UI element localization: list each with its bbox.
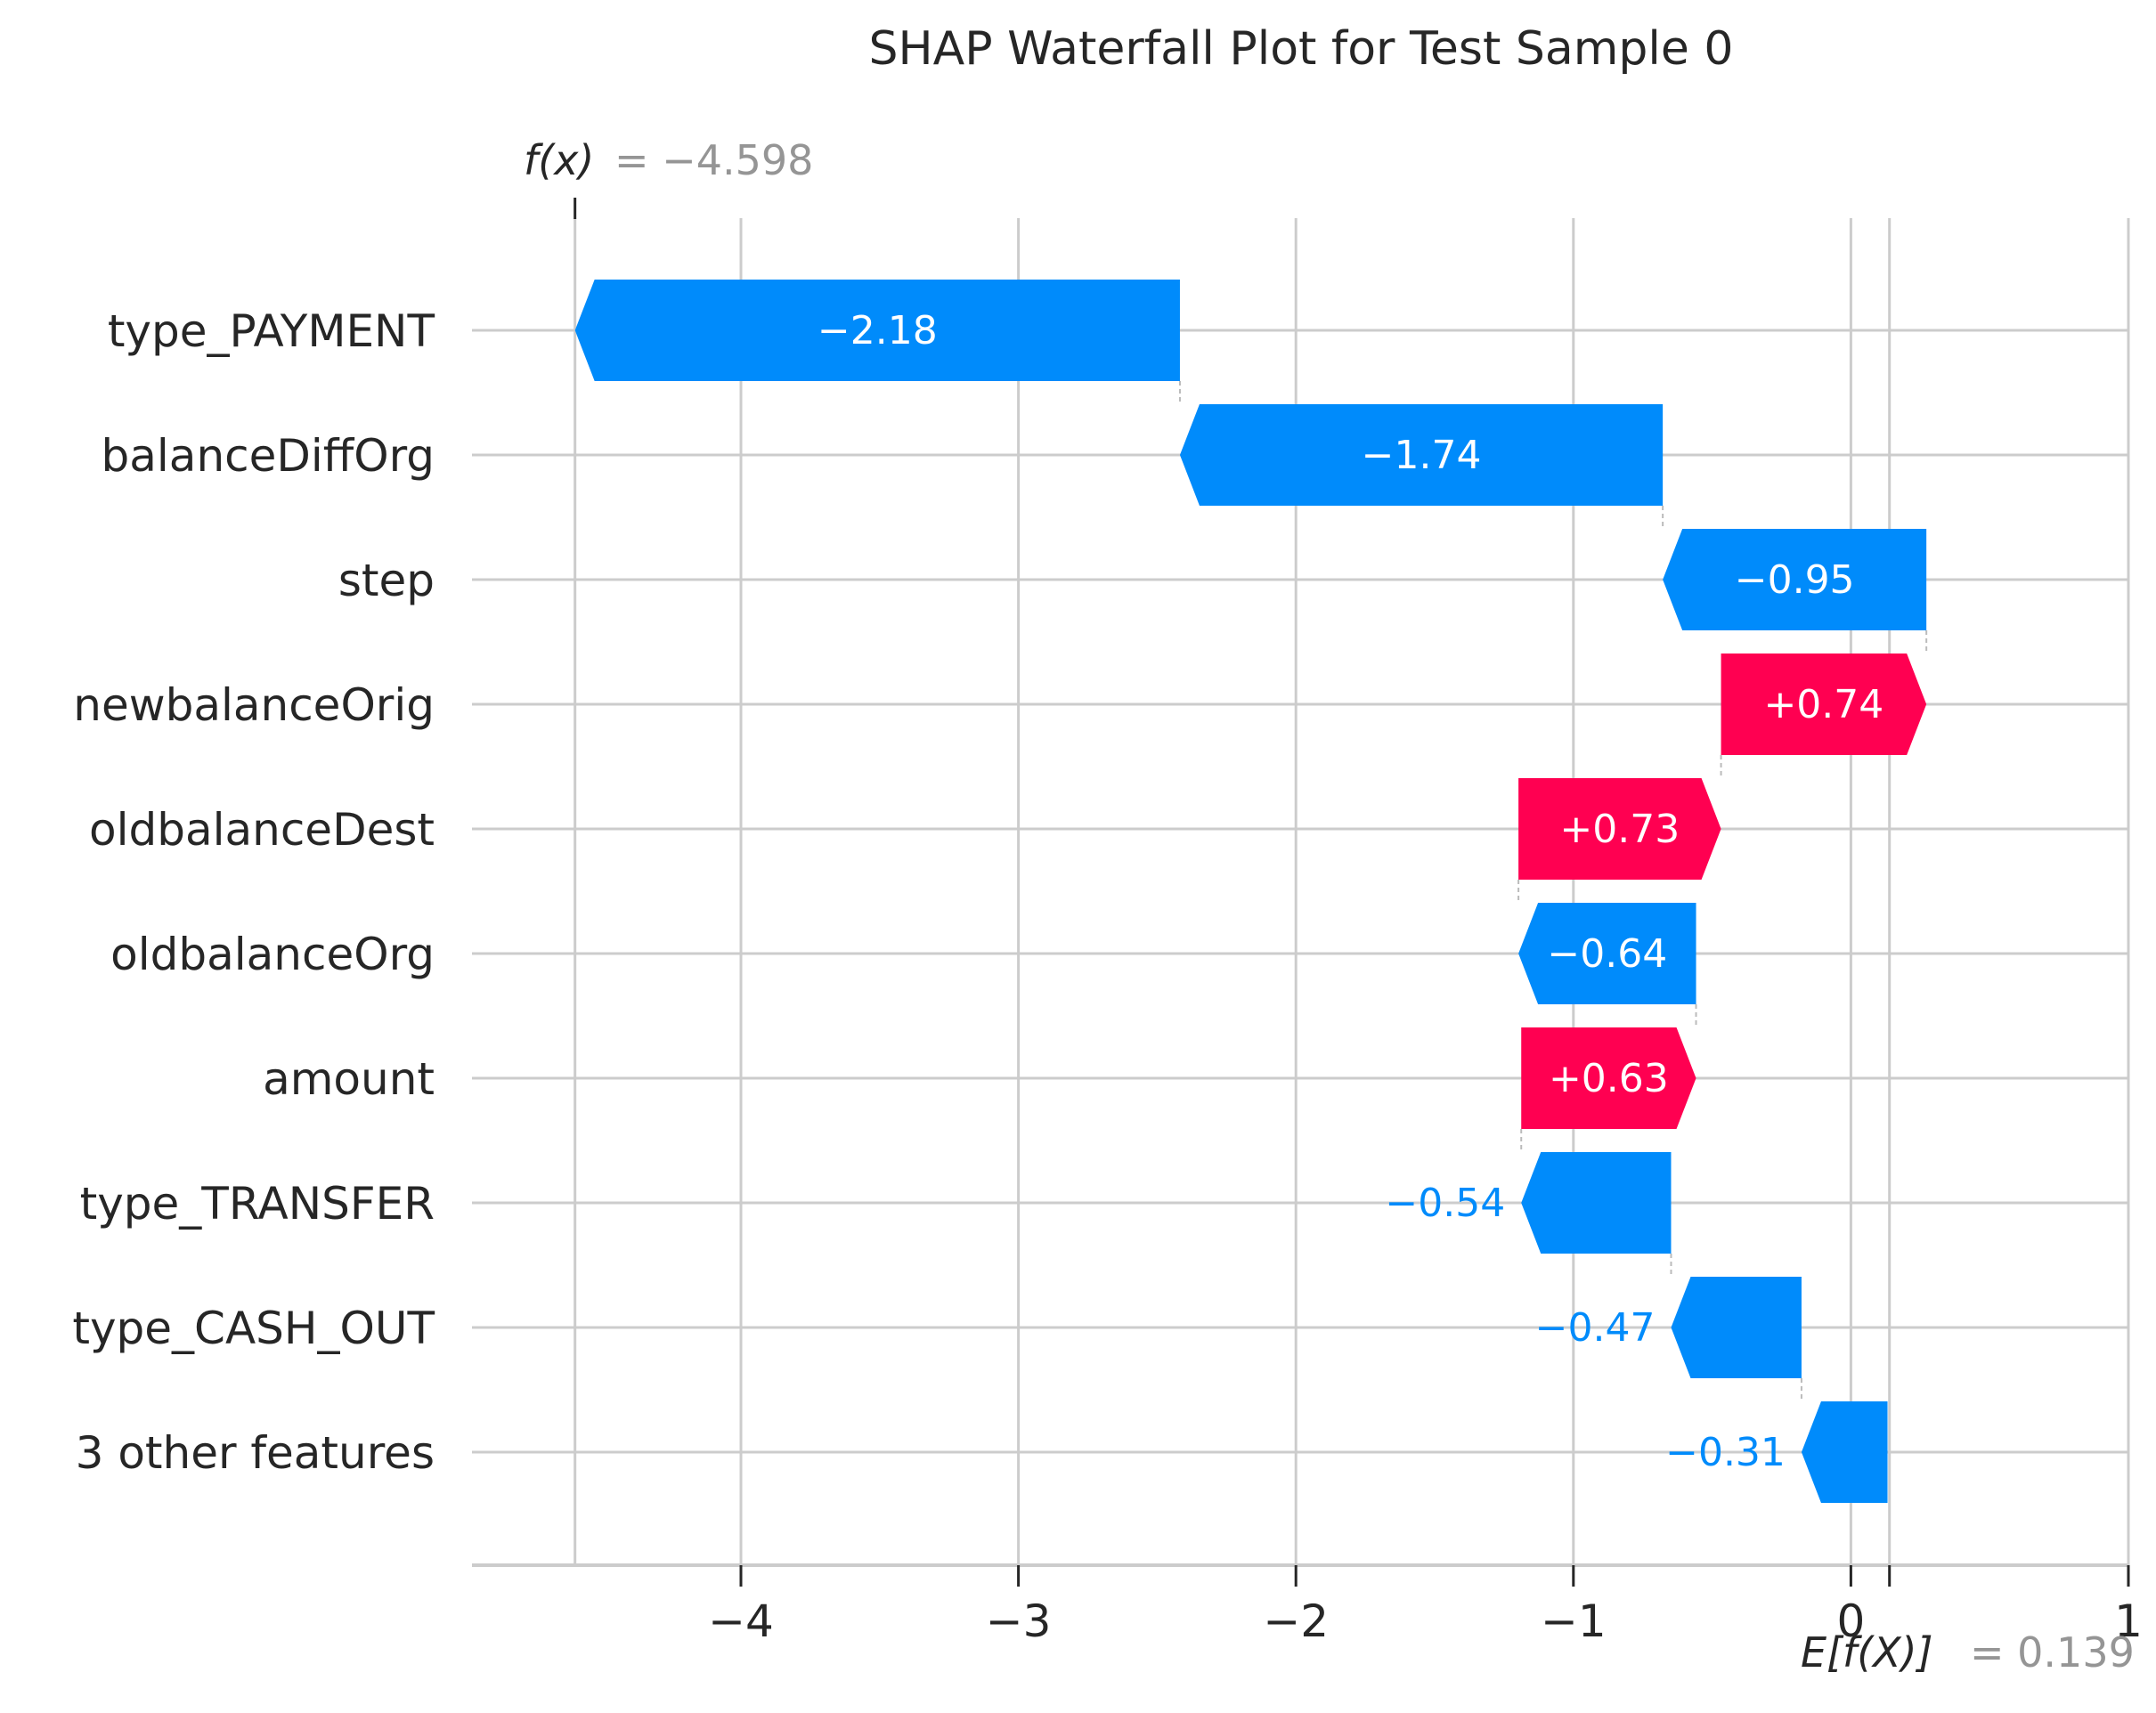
bar-value-label: −0.64 (1547, 931, 1667, 977)
feature-label: type_CASH_OUT (72, 1303, 435, 1354)
waterfall-bar (1671, 1277, 1802, 1378)
output-annotation: f(x) = −4.598 (524, 136, 813, 184)
x-tick-label: −1 (1541, 1595, 1607, 1647)
base-value: = 0.139 (1970, 1628, 2135, 1676)
grid-layer (472, 198, 2130, 1587)
feature-label: balanceDiffOrg (102, 430, 435, 482)
chart-title: SHAP Waterfall Plot for Test Sample 0 (869, 22, 1734, 76)
feature-label: oldbalanceDest (89, 804, 435, 856)
bar-value-label: +0.63 (1549, 1056, 1669, 1101)
base-prefix: E[f(X)] (1801, 1628, 1933, 1676)
waterfall-bar (1518, 778, 1721, 880)
bars-layer (574, 280, 1928, 1503)
feature-label: newbalanceOrig (73, 679, 435, 731)
base-annotation: E[f(X)] = 0.139 (1801, 1628, 2135, 1676)
output-prefix: f(x) (524, 136, 594, 184)
output-value: = −4.598 (614, 136, 813, 184)
bar-value-label: −0.47 (1535, 1305, 1656, 1351)
x-tick-label: 0 (1836, 1595, 1865, 1647)
waterfall-bar (1521, 1027, 1696, 1129)
bar-value-label: −0.31 (1665, 1430, 1786, 1475)
feature-label: 3 other features (76, 1427, 435, 1479)
bar-value-label: −0.54 (1385, 1181, 1505, 1226)
feature-label: step (338, 555, 435, 606)
feature-label: type_TRANSFER (80, 1178, 435, 1230)
waterfall-bar (1663, 529, 1927, 630)
waterfall-bar (574, 280, 1180, 381)
waterfall-bar (1721, 654, 1927, 755)
bar-value-label: −2.18 (818, 308, 938, 353)
waterfall-bar (1801, 1401, 1888, 1503)
feature-label: oldbalanceOrg (110, 929, 435, 980)
x-tick-label: −2 (1263, 1595, 1329, 1647)
bar-value-label: +0.73 (1559, 807, 1680, 852)
x-tick-label: −4 (708, 1595, 774, 1647)
bar-value-label: +0.74 (1763, 682, 1883, 727)
waterfall-bar (1521, 1152, 1672, 1254)
labels-layer: −4 −3 −2 −1 0 1 type_PAYMENT −2.18 balanceDiffOr… (72, 305, 2143, 1647)
bar-value-label: −1.74 (1362, 433, 1482, 478)
x-tick-label: −3 (986, 1595, 1052, 1647)
waterfall-bar (1518, 903, 1696, 1004)
x-tick-label: 1 (2114, 1595, 2143, 1647)
feature-label: amount (263, 1053, 435, 1105)
waterfall-bar (1179, 404, 1664, 506)
feature-label: type_PAYMENT (108, 305, 435, 357)
bar-value-label: −0.95 (1735, 557, 1855, 603)
